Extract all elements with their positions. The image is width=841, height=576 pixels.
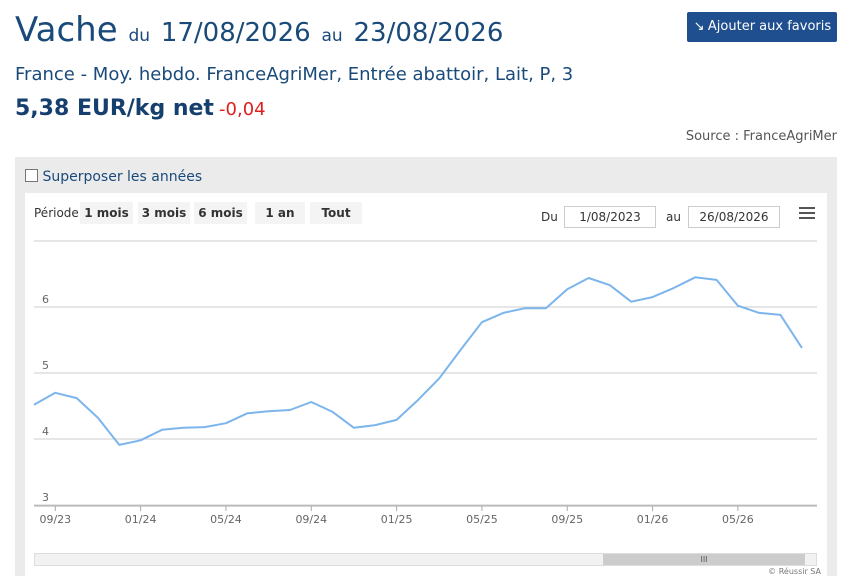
period-label: Période bbox=[34, 206, 79, 220]
title-line: Vache du 17/08/2026 au 23/08/2026 bbox=[15, 10, 503, 50]
price: 5,38 EUR/kg net bbox=[15, 96, 214, 121]
to-date: 23/08/2026 bbox=[353, 18, 504, 48]
y-tick-label: 4 bbox=[42, 425, 49, 438]
period-button[interactable]: Tout bbox=[310, 202, 362, 224]
to-label: au bbox=[666, 210, 681, 224]
subtitle: France - Moy. hebdo. FranceAgriMer, Entr… bbox=[15, 64, 574, 85]
period-button[interactable]: 1 mois bbox=[80, 202, 133, 224]
x-tick-label: 09/23 bbox=[39, 513, 71, 526]
favorite-label: Ajouter aux favoris bbox=[707, 19, 832, 34]
y-tick-label: 5 bbox=[42, 359, 49, 372]
x-tick-label: 05/24 bbox=[210, 513, 242, 526]
overlay-option[interactable]: Superposer les années bbox=[25, 169, 202, 185]
x-tick-label: 09/25 bbox=[551, 513, 583, 526]
chart-area bbox=[25, 193, 827, 576]
credit: © Réussir SA bbox=[768, 567, 821, 576]
x-tick-label: 01/25 bbox=[381, 513, 413, 526]
x-tick-label: 05/26 bbox=[722, 513, 754, 526]
x-tick-label: 09/24 bbox=[295, 513, 327, 526]
from-word: du bbox=[128, 26, 151, 46]
change: -0,04 bbox=[219, 99, 266, 120]
y-tick-label: 3 bbox=[42, 491, 49, 504]
y-tick-label: 6 bbox=[42, 293, 49, 306]
menu-button[interactable] bbox=[799, 207, 815, 219]
x-tick-label: 05/25 bbox=[466, 513, 498, 526]
from-input[interactable]: 1/08/2023 bbox=[564, 206, 656, 228]
scrollbar[interactable]: III bbox=[34, 553, 817, 566]
from-date: 17/08/2026 bbox=[160, 18, 311, 48]
price-line bbox=[33, 276, 803, 446]
overlay-label: Superposer les années bbox=[42, 169, 203, 185]
x-tick-label: 01/26 bbox=[637, 513, 669, 526]
period-button[interactable]: 6 mois bbox=[194, 202, 247, 224]
source: Source : FranceAgriMer bbox=[685, 129, 837, 144]
x-tick-label: 01/24 bbox=[125, 513, 157, 526]
to-input[interactable]: 26/08/2026 bbox=[688, 206, 780, 228]
period-button[interactable]: 1 an bbox=[255, 202, 305, 224]
favorite-button[interactable]: → Ajouter aux favoris bbox=[687, 12, 837, 42]
from-label: Du bbox=[541, 210, 558, 224]
checkbox[interactable] bbox=[25, 169, 38, 182]
title: Vache bbox=[15, 10, 118, 50]
price-line: 5,38 EUR/kg net -0,04 bbox=[15, 96, 266, 121]
to-word: au bbox=[321, 26, 343, 46]
scroll-thumb[interactable]: III bbox=[603, 554, 805, 565]
period-button[interactable]: 3 mois bbox=[138, 202, 190, 224]
